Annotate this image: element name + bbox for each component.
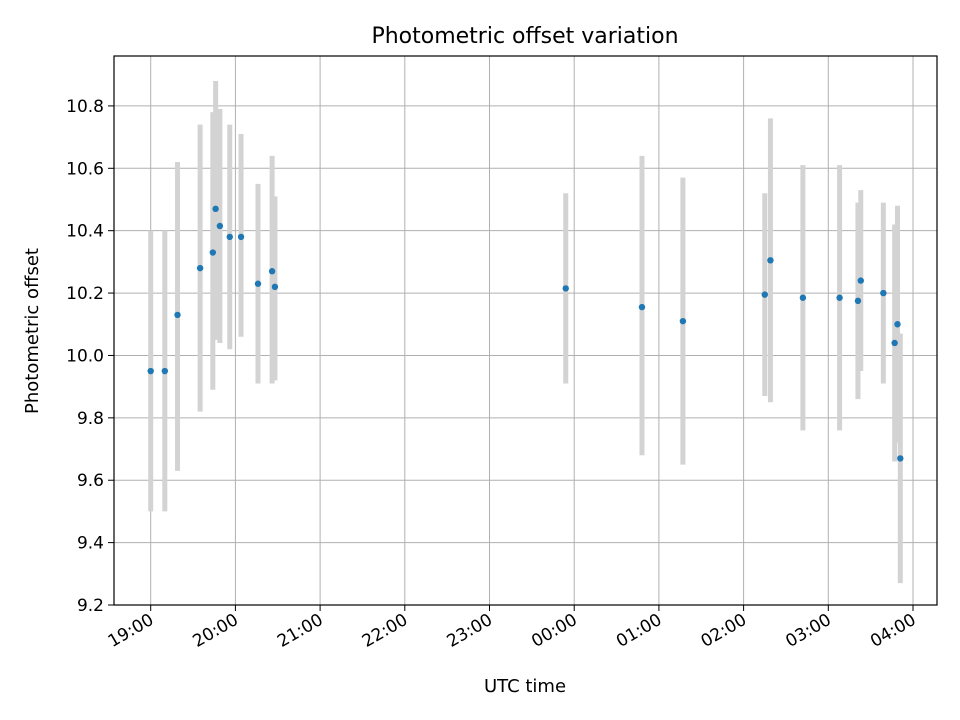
data-point [767, 257, 774, 264]
data-point [679, 317, 687, 325]
y-tick-label: 10.4 [66, 222, 104, 242]
data-point [891, 339, 898, 347]
data-point [216, 222, 224, 230]
data-point [836, 294, 843, 301]
plot-frame [113, 55, 938, 606]
y-tick-label: 9.8 [77, 409, 104, 429]
y-tick-label: 10.0 [66, 346, 104, 366]
chart-title: Photometric offset variation [371, 24, 678, 49]
data-point [799, 294, 807, 301]
data-point [894, 321, 901, 328]
data-point [271, 283, 279, 291]
data-point [857, 277, 864, 284]
data-point [897, 455, 904, 462]
y-axis: 9.2 9.4 9.6 9.8 10.0 10.2 10.4 10.6 10.8 [66, 97, 114, 616]
data-point [880, 289, 887, 297]
y-tick-label: 9.4 [77, 534, 104, 554]
data-point [174, 311, 181, 319]
data-point [854, 297, 862, 305]
data-point [161, 367, 169, 375]
data-point [562, 285, 569, 292]
y-tick-label: 9.2 [77, 596, 104, 616]
y-axis-label: Photometric offset [22, 248, 43, 414]
data-point [226, 233, 233, 241]
data-point [268, 268, 276, 275]
data-point [761, 291, 768, 298]
data-point [147, 367, 154, 375]
y-tick-label: 9.6 [77, 471, 104, 491]
data-points [147, 205, 904, 462]
data-point [254, 280, 262, 287]
y-tick-label: 10.8 [66, 97, 104, 117]
data-point [196, 264, 204, 272]
y-tick-label: 10.6 [66, 159, 104, 179]
data-point [638, 303, 646, 311]
data-point [212, 205, 219, 213]
y-tick-label: 10.2 [66, 284, 104, 304]
data-point [237, 233, 245, 241]
x-axis-label: UTC time [484, 676, 566, 697]
data-point [209, 249, 217, 256]
